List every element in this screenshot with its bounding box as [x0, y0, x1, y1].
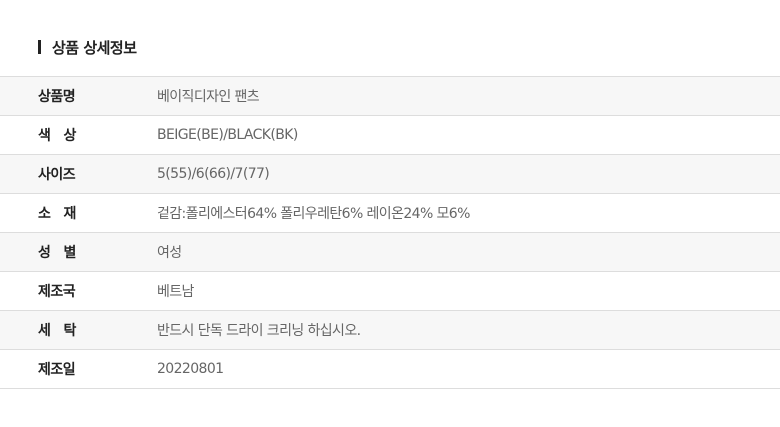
row-label: 세 탁 — [38, 323, 76, 339]
row-label: 소 재 — [38, 206, 76, 222]
row-value: 겉감:폴리에스터64% 폴리우레탄6% 레이온24% 모6% — [157, 206, 470, 222]
table-row-color: 색 상 BEIGE(BE)/BLACK(BK) — [0, 116, 780, 155]
title-accent-bar — [38, 40, 41, 54]
row-value: 베트남 — [157, 284, 194, 300]
row-value: BEIGE(BE)/BLACK(BK) — [157, 127, 298, 143]
table-row-product-name: 상품명 베이직디자인 팬츠 — [0, 77, 780, 116]
section-header: 상품 상세정보 — [38, 37, 137, 57]
row-label: 사이즈 — [38, 167, 76, 183]
product-info-table: 상품명 베이직디자인 팬츠 색 상 BEIGE(BE)/BLACK(BK) 사이즈 5… — [0, 76, 780, 389]
table-row-washing: 세 탁 반드시 단독 드라이 크리닝 하십시오. — [0, 311, 780, 350]
row-label: 색 상 — [38, 128, 76, 144]
row-label: 제조일 — [38, 362, 76, 378]
table-row-origin: 제조국 베트남 — [0, 272, 780, 311]
row-value: 반드시 단독 드라이 크리닝 하십시오. — [157, 323, 361, 339]
row-label: 상품명 — [38, 89, 76, 105]
row-label: 성 별 — [38, 245, 76, 261]
row-value: 베이직디자인 팬츠 — [157, 89, 260, 105]
row-value: 20220801 — [157, 361, 224, 377]
table-row-material: 소 재 겉감:폴리에스터64% 폴리우레탄6% 레이온24% 모6% — [0, 194, 780, 233]
table-row-size: 사이즈 5(55)/6(66)/7(77) — [0, 155, 780, 194]
table-row-manufacture-date: 제조일 20220801 — [0, 350, 780, 389]
table-row-gender: 성 별 여성 — [0, 233, 780, 272]
row-label: 제조국 — [38, 284, 76, 300]
section-title: 상품 상세정보 — [52, 38, 137, 57]
row-value: 여성 — [157, 245, 182, 261]
row-value: 5(55)/6(66)/7(77) — [157, 166, 270, 182]
